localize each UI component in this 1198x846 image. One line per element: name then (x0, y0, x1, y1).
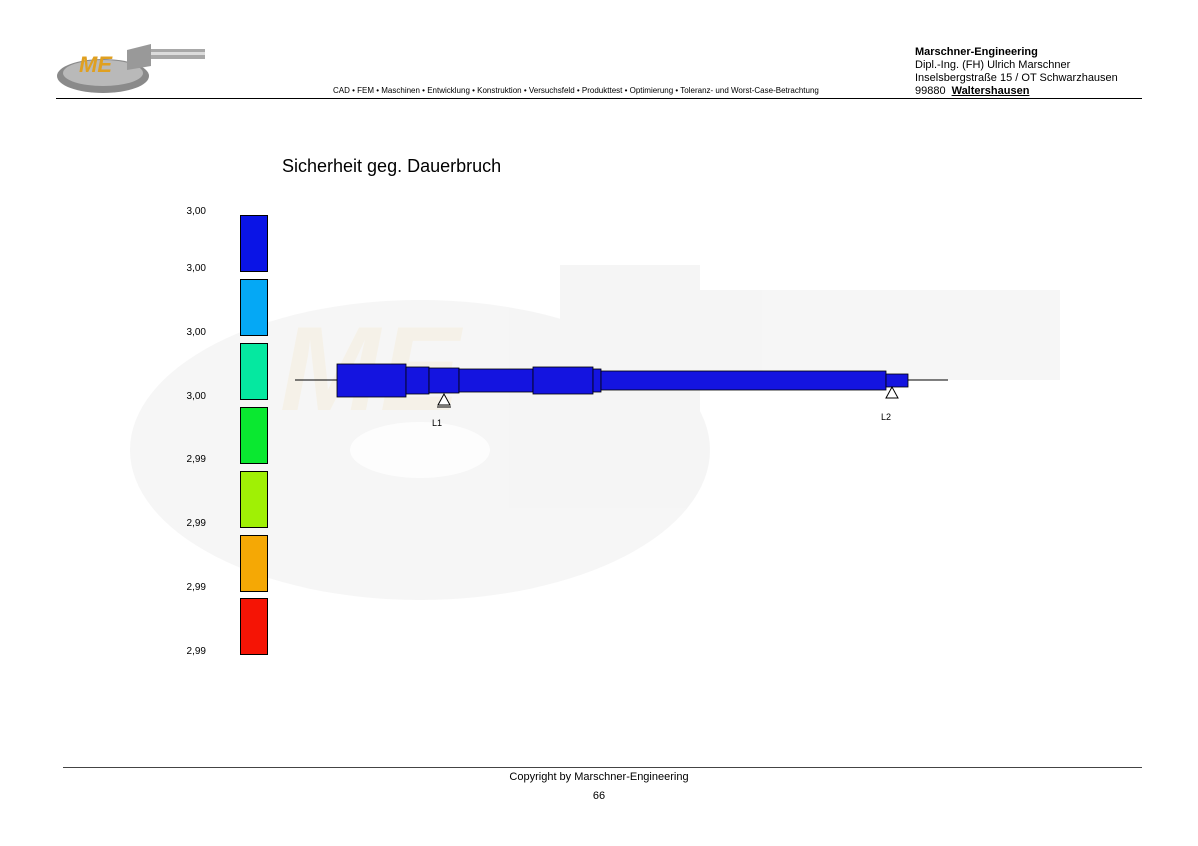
shaft-segment (885, 373, 909, 388)
company-city: Waltershausen (951, 85, 1030, 97)
page-number: 66 (592, 790, 606, 802)
legend-label: 3,00 (186, 263, 206, 274)
legend-label: 3,00 (186, 206, 206, 217)
legend-swatch (240, 598, 268, 655)
shaft-segment (600, 370, 887, 391)
company-name: Marschner-Engineering (915, 46, 1038, 58)
company-zip: 99880 (915, 85, 946, 97)
shaft-segment (405, 366, 430, 395)
legend-swatch (240, 343, 268, 400)
company-logo: ME (57, 44, 205, 93)
footer-divider (63, 767, 1142, 768)
shaft-segment (532, 366, 594, 395)
legend-label: 3,00 (186, 391, 206, 402)
diagram-title: Sicherheit geg. Dauerbruch (282, 156, 502, 176)
legend-swatch (240, 407, 268, 464)
logo-text: ME (79, 52, 113, 77)
shaft-segment (428, 367, 460, 394)
bearing-label-l2: L2 (881, 412, 892, 422)
legend-label: 2,99 (186, 454, 206, 465)
company-address: Marschner-Engineering Dipl.-Ing. (FH) Ul… (915, 46, 1118, 98)
legend-swatch (240, 215, 268, 272)
header-divider (56, 98, 1142, 99)
company-street: Inselsbergstraße 15 / OT Schwarzhausen (915, 72, 1118, 84)
footer-copyright: Copyright by Marschner-Engineering (509, 771, 689, 783)
legend-label: 3,00 (186, 327, 206, 338)
legend-swatch (240, 471, 268, 528)
company-person: Dipl.-Ing. (FH) Ulrich Marschner (915, 59, 1071, 71)
shaft-segment (592, 368, 602, 393)
bearing-l2-symbol (885, 385, 899, 399)
shaft-body (336, 363, 909, 398)
legend-label: 2,99 (186, 646, 206, 657)
tagline: CAD • FEM • Maschinen • Entwicklung • Ko… (333, 86, 819, 95)
bearing-label-l1: L1 (432, 418, 443, 428)
bearing-l1-symbol (437, 392, 451, 406)
legend-swatch (240, 535, 268, 592)
legend-label: 2,99 (186, 582, 206, 593)
legend-label: 2,99 (186, 518, 206, 529)
legend-swatch (240, 279, 268, 336)
shaft-segment (336, 363, 407, 398)
shaft-segment (458, 368, 534, 393)
